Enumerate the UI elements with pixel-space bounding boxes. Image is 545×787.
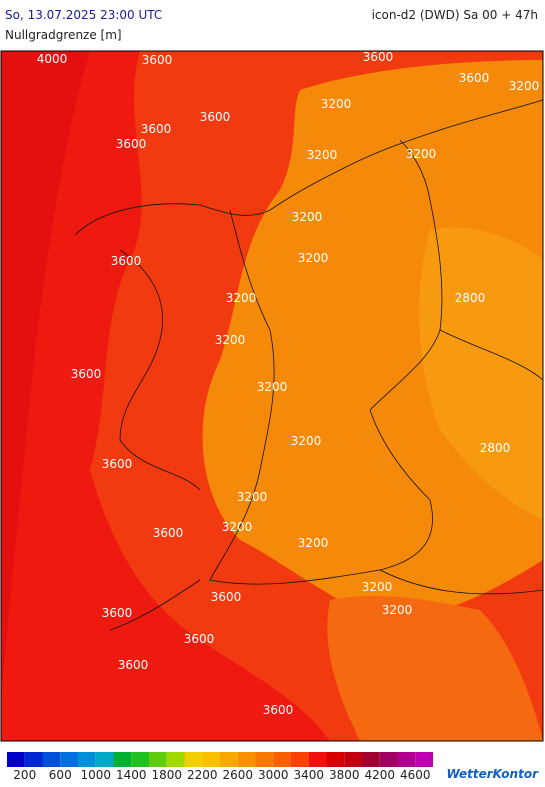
contour-label: 3200 xyxy=(406,147,437,161)
region-orange xyxy=(202,60,543,620)
contour-label: 3200 xyxy=(298,536,329,550)
contour-label: 3600 xyxy=(111,254,142,268)
legend-tick-label: 2600 xyxy=(222,768,253,782)
contour-label: 2800 xyxy=(480,441,511,455)
contour-labels: 4000 3600 36003600320032003600360036003200… xyxy=(37,50,540,717)
contour-label: 3600 xyxy=(211,590,242,604)
legend-swatch xyxy=(326,752,345,767)
legend-tick-label: 2200 xyxy=(187,768,218,782)
legend-swatch xyxy=(7,752,25,767)
legend-swatch xyxy=(166,752,185,767)
legend-swatch xyxy=(308,752,327,767)
legend-tick-label: 1000 xyxy=(80,768,111,782)
map: 4000 3600 36003600320032003600360036003200… xyxy=(0,50,544,742)
germany-border xyxy=(209,139,443,585)
legend-swatch xyxy=(184,752,203,767)
header-model: icon-d2 (DWD) Sa 00 + 47h xyxy=(372,8,538,22)
contour-label: 3600 xyxy=(102,457,133,471)
legend-swatch xyxy=(60,752,78,767)
region-alps xyxy=(327,595,543,741)
region-dark-red xyxy=(1,51,90,700)
region-light-orange xyxy=(419,227,543,520)
legend-tick-label: 4200 xyxy=(364,768,395,782)
legend: 200 600 1000 1400 1800 2200 2600 3000 3400 3800 42… xyxy=(7,752,433,782)
legend-tick-label: 3800 xyxy=(329,768,360,782)
contour-label: 3600 xyxy=(184,632,215,646)
legend-swatch xyxy=(237,752,256,767)
legend-tick-label: 1400 xyxy=(116,768,147,782)
borders xyxy=(74,99,544,631)
contour-label: 3200 xyxy=(321,97,352,111)
legend-swatch xyxy=(415,752,433,767)
header-parameter: Nullgradgrenze [m] xyxy=(5,28,122,42)
legend-tick-label: 3400 xyxy=(293,768,324,782)
legend-swatch xyxy=(291,752,309,767)
contour-label: 3600 xyxy=(116,137,147,151)
contour-label: 3200 xyxy=(362,580,393,594)
header-datetime: So, 13.07.2025 23:00 UTC xyxy=(5,8,162,22)
contour-label: 3600 xyxy=(118,658,149,672)
coastline xyxy=(74,99,544,236)
contour-label: 3200 xyxy=(237,490,268,504)
contour-label: 3200 xyxy=(257,380,288,394)
legend-swatch xyxy=(344,752,362,767)
legend-swatch xyxy=(397,752,416,767)
legend-swatch xyxy=(131,752,149,767)
legend-swatch xyxy=(113,752,132,767)
contour-label: 3600 xyxy=(102,606,133,620)
legend-swatch xyxy=(24,752,43,767)
region-red xyxy=(1,51,330,741)
contour-label: 3600 xyxy=(141,122,172,136)
alpine-border xyxy=(109,569,544,631)
contour-label: 3600 xyxy=(142,53,173,67)
contour-label: 3600 xyxy=(363,50,394,64)
legend-swatch xyxy=(149,752,167,767)
benelux-border xyxy=(119,249,201,491)
contour-label: 3200 xyxy=(226,291,257,305)
contour-label: 3200 xyxy=(222,520,253,534)
contour-label: 3200 xyxy=(291,434,322,448)
legend-tick-label: 4600 xyxy=(400,768,431,782)
legend-tick-label: 3000 xyxy=(258,768,289,782)
legend-swatch xyxy=(362,752,380,767)
contour-label: 3200 xyxy=(215,333,246,347)
contour-label: 3200 xyxy=(298,251,329,265)
czech-border xyxy=(439,329,544,381)
legend-swatch xyxy=(42,752,61,767)
legend-swatch xyxy=(255,752,274,767)
legend-swatch xyxy=(78,752,96,767)
legend-tick-label: 600 xyxy=(49,768,72,782)
contour-label: 4000 xyxy=(37,52,68,66)
contour-label: 3200 xyxy=(307,148,338,162)
legend-swatch xyxy=(95,752,114,767)
contour-label: 3600 xyxy=(459,71,490,85)
contour-label: 3600 xyxy=(263,703,294,717)
legend-swatch xyxy=(202,752,220,767)
contour-label: 3600 xyxy=(200,110,231,124)
legend-swatch xyxy=(379,752,398,767)
legend-tick-label: 200 xyxy=(13,768,36,782)
contour-label: 3600 xyxy=(153,526,184,540)
contour-label: 3200 xyxy=(509,79,540,93)
legend-swatch xyxy=(220,752,238,767)
logo: WetterKontor xyxy=(447,767,540,781)
map-frame xyxy=(0,50,544,742)
contour-label: 3200 xyxy=(382,603,413,617)
legend-swatch xyxy=(273,752,291,767)
contour-label: 3200 xyxy=(292,210,323,224)
legend-tick-label: 1800 xyxy=(151,768,182,782)
contour-label: 3600 xyxy=(71,367,102,381)
contour-label: 2800 xyxy=(455,291,486,305)
